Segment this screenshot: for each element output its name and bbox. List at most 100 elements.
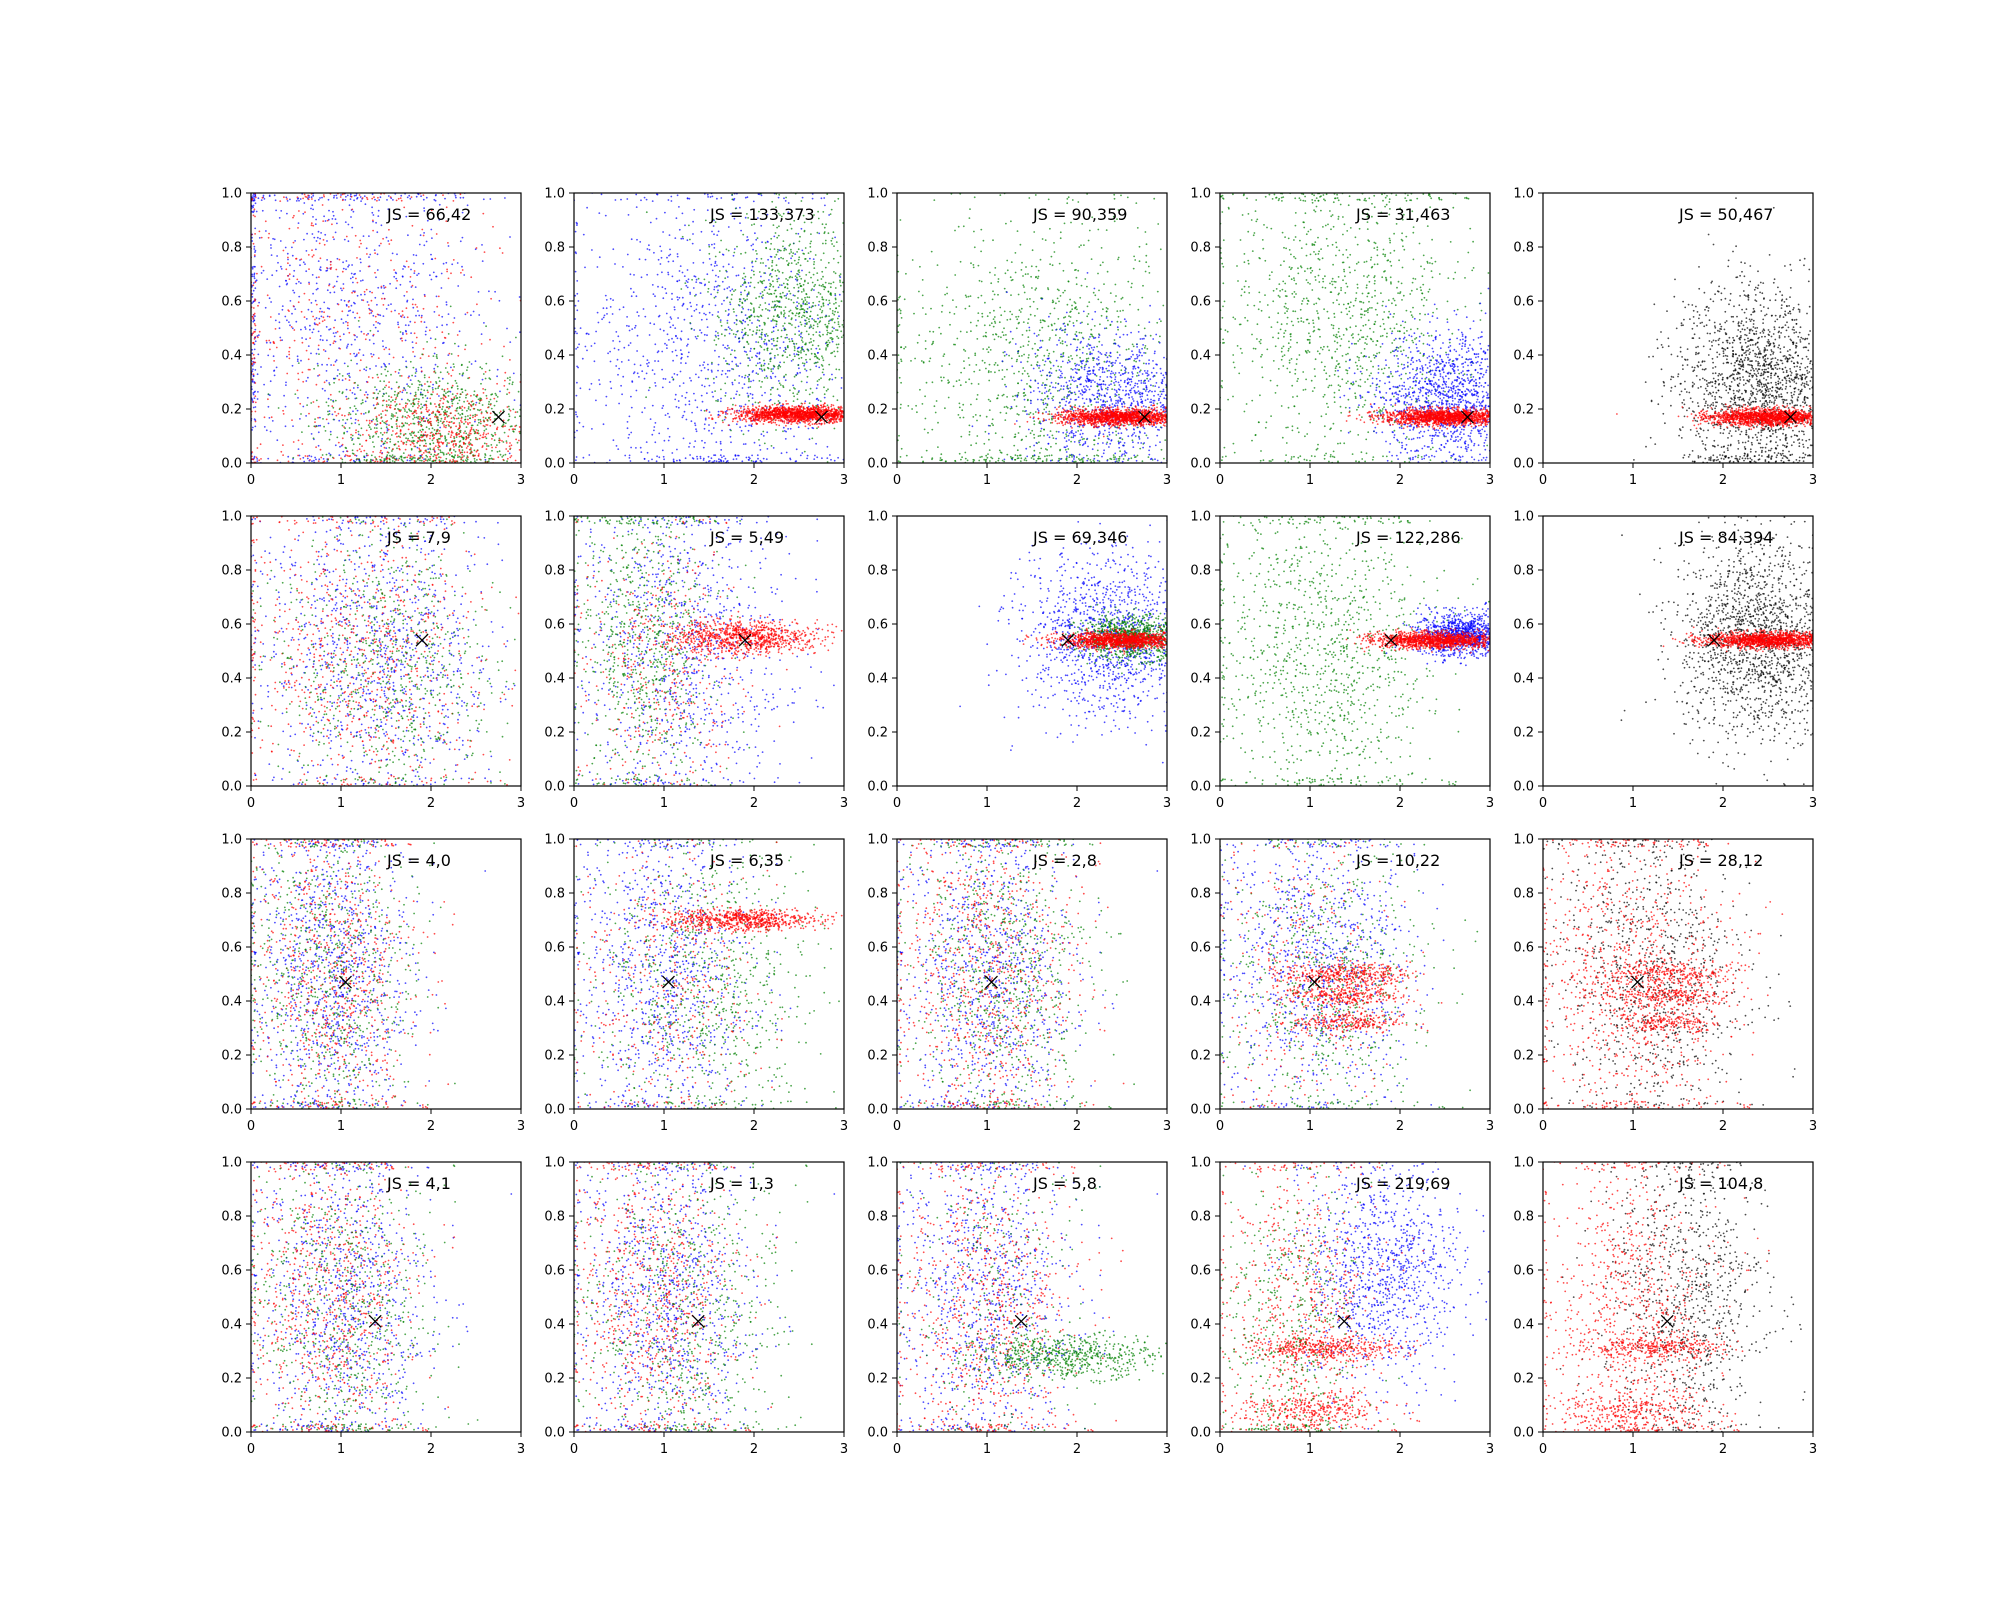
point-cluster-1 [796,263,798,265]
point-cluster-1 [859,419,861,421]
point-cluster-0 [640,451,642,453]
point-cluster-0 [379,323,381,325]
point-cluster-1 [769,288,771,290]
point-cluster-0 [674,306,676,308]
point-cluster-2 [368,424,370,426]
point-cluster-1 [809,342,811,344]
point-cluster-1 [817,361,819,363]
point-cluster-1 [285,268,287,270]
point-cluster-1 [776,348,778,350]
point-cluster-0 [373,404,375,406]
point-cluster-1 [865,319,867,321]
point-cluster-1 [254,254,256,256]
point-cluster-1 [275,328,277,330]
point-cluster-0 [375,276,377,278]
point-cluster-0 [687,356,689,358]
point-cluster-1 [868,334,870,336]
point-cluster-0 [311,204,313,206]
point-cluster-1 [775,429,777,431]
point-cluster-0 [612,248,614,250]
point-cluster-0 [455,197,457,199]
point-cluster-2 [417,418,419,420]
point-cluster-0 [817,318,819,320]
point-cluster-3 [377,461,379,463]
point-cluster-1 [825,243,827,245]
point-cluster-1 [490,298,492,300]
point-cluster-1 [708,281,710,283]
point-cluster-1 [793,400,795,402]
point-cluster-3 [467,419,469,421]
point-cluster-0 [345,396,347,398]
point-cluster-0 [761,370,763,372]
point-cluster-2 [352,453,354,455]
point-cluster-0 [720,460,722,462]
point-cluster-1 [834,322,836,324]
point-cluster-0 [663,456,665,458]
point-cluster-1 [359,370,361,372]
point-cluster-1 [846,251,848,253]
point-cluster-3 [388,424,390,426]
point-cluster-0 [748,424,750,426]
point-cluster-0 [380,196,382,198]
point-cluster-0 [598,379,600,381]
point-cluster-1 [856,394,858,396]
point-cluster-3 [508,429,510,431]
point-cluster-2 [341,392,343,394]
point-cluster-1 [705,220,707,222]
point-cluster-1 [858,343,860,345]
point-cluster-1 [845,259,847,261]
point-cluster-1 [800,306,802,308]
point-cluster-0 [576,430,578,432]
point-cluster-2 [439,449,441,451]
point-cluster-2 [370,330,372,332]
point-cluster-0 [318,348,320,350]
point-cluster-1 [813,325,815,327]
point-cluster-0 [738,375,740,377]
point-cluster-0 [646,199,648,201]
point-cluster-2 [397,408,399,410]
point-cluster-2 [329,439,331,441]
point-cluster-0 [434,311,436,313]
point-cluster-3 [554,425,556,427]
point-cluster-2 [542,442,544,444]
point-cluster-0 [385,447,387,449]
point-cluster-0 [375,222,377,224]
point-cluster-0 [748,459,750,461]
point-cluster-2 [485,454,487,456]
point-cluster-2 [437,419,439,421]
point-cluster-1 [776,227,778,229]
point-cluster-0 [273,370,275,372]
point-cluster-0 [597,312,599,314]
point-cluster-0 [307,458,309,460]
point-cluster-2 [403,457,405,459]
point-cluster-1 [255,336,257,338]
point-cluster-1 [736,319,738,321]
point-cluster-1 [731,199,733,201]
point-cluster-3 [433,449,435,451]
point-cluster-3 [519,449,521,451]
point-cluster-3 [509,457,511,459]
point-cluster-1 [840,330,842,332]
point-cluster-1 [421,370,423,372]
point-cluster-1 [718,338,720,340]
point-cluster-2 [395,405,397,407]
point-cluster-1 [291,326,293,328]
point-cluster-2 [462,437,464,439]
point-cluster-0 [254,426,256,428]
point-cluster-0 [717,289,719,291]
point-cluster-1 [725,270,727,272]
point-cluster-1 [785,197,787,199]
point-cluster-2 [399,375,401,377]
point-cluster-0 [786,452,788,454]
point-cluster-1 [814,354,816,356]
point-cluster-1 [777,366,779,368]
point-cluster-0 [363,368,365,370]
point-cluster-0 [764,343,766,345]
point-cluster-0 [347,195,349,197]
point-cluster-1 [262,197,264,199]
point-cluster-2 [414,398,416,400]
point-cluster-2 [420,403,422,405]
point-cluster-0 [443,263,445,265]
point-cluster-0 [709,258,711,260]
